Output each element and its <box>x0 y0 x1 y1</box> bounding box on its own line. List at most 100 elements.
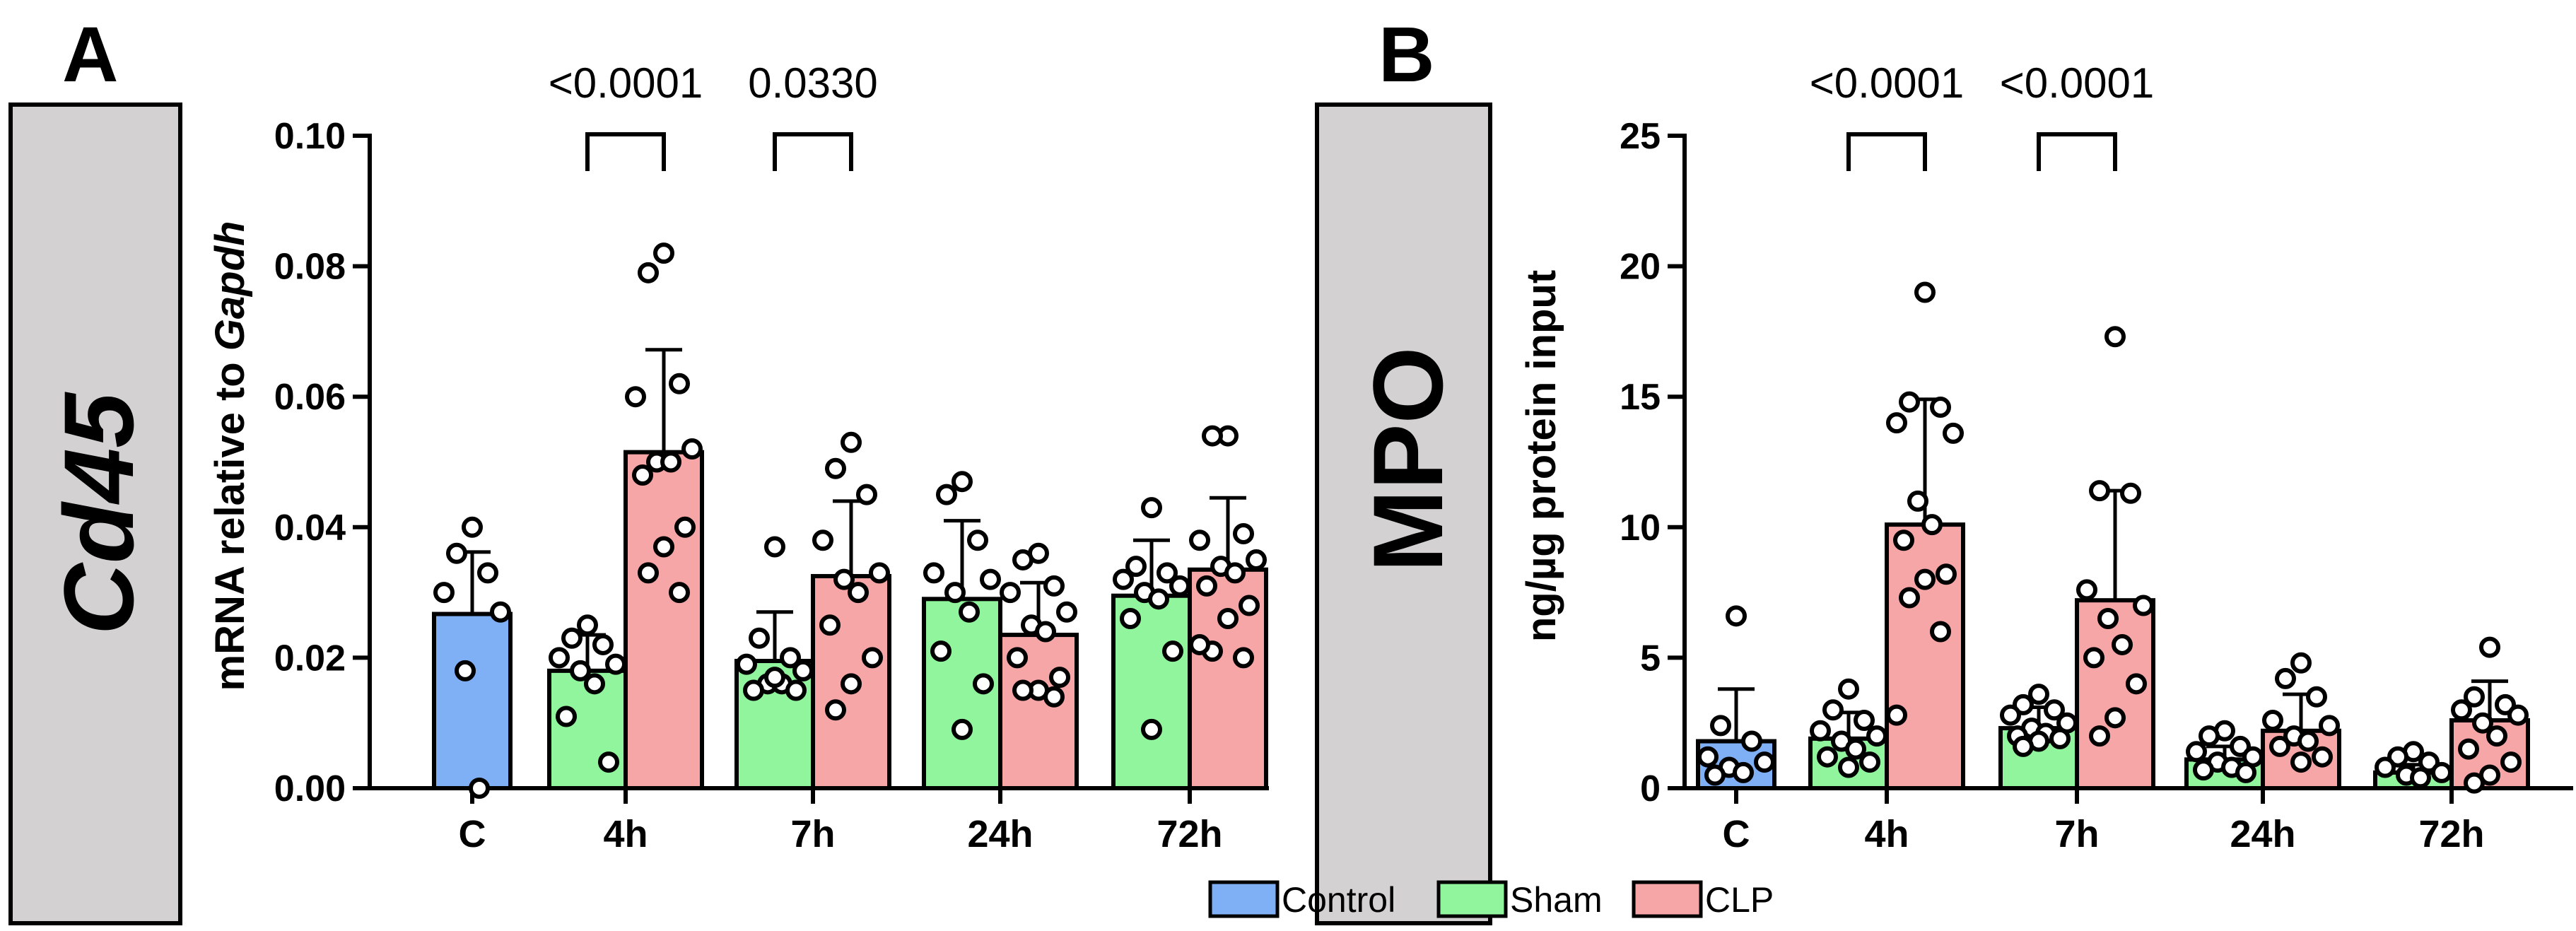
panel-b-data-point-clp <box>2112 633 2133 655</box>
panel-a-data-point-clp <box>625 386 646 408</box>
panel-a-comparison-bracket <box>585 132 666 171</box>
panel-a-data-point-clp <box>841 673 862 695</box>
panel-a-data-point-sham <box>944 582 966 604</box>
panel-a-data-point-sham <box>930 640 952 662</box>
panel-b-data-point-clp <box>2486 725 2507 747</box>
panel-a-x-tick-label: 24h <box>967 813 1033 855</box>
panel-a-comparison-bracket <box>773 132 853 171</box>
panel-b-data-point-sham <box>2431 761 2452 783</box>
panel-a-data-point-clp <box>681 438 703 460</box>
panel-a-data-point-sham <box>967 529 988 551</box>
panel-b-data-point-sham <box>2013 735 2034 757</box>
panel-a-data-point-sham <box>959 601 980 623</box>
panel-a-data-point-clp <box>1035 621 1056 643</box>
panel-a-data-point-clp <box>1233 523 1254 545</box>
panel-a-data-point-clp <box>1196 575 1217 597</box>
panel-a-data-point-clp <box>1012 549 1034 570</box>
panel-a-y-tick-label: 0.00 <box>274 768 346 809</box>
legend-item-clp: CLP <box>1632 880 1774 920</box>
panel-a-data-point-clp <box>841 431 862 453</box>
panel-b-data-point-clp <box>1914 281 1936 303</box>
panel-a-data-point-sham <box>561 627 582 649</box>
panel-a-bar-sham <box>922 597 1002 791</box>
panel-b-data-point-clp <box>1914 568 1936 590</box>
panel-b-data-point-clp <box>2464 772 2485 794</box>
panel-a-data-point-clp <box>669 582 690 604</box>
panel-a-data-point-sham <box>570 660 591 681</box>
panel-a-data-point-sham <box>605 653 626 675</box>
panel-a: A Cd45 mRNA relative to Gapdh 0.000.020.… <box>8 11 1269 925</box>
panel-b-data-point-clp <box>1943 422 1964 444</box>
panel-a-data-point-clp <box>1239 595 1260 616</box>
panel-b-data-point-clp <box>2089 725 2110 747</box>
panel-a-x-tick-label: 7h <box>790 813 835 855</box>
panel-b-data-point-sham <box>2375 756 2396 778</box>
panel-b-data-point-clp <box>2290 652 2312 674</box>
panel-b-data-point-clp <box>1930 396 1951 418</box>
panel-b-data-point-sham <box>2193 759 2214 781</box>
panel-a-y-tick-label: 0.02 <box>274 638 346 679</box>
panel-a-data-point-sham <box>1113 568 1134 590</box>
panel-a-data-point-sham <box>792 660 814 681</box>
panel-b-data-point-sham <box>2000 704 2021 726</box>
panel-b-data-point-clp <box>1921 514 1943 536</box>
panel-b-x-tick-label: 72h <box>2418 813 2484 855</box>
panel-a-data-point-clp <box>1043 575 1065 597</box>
panel-a-data-point-control <box>477 562 498 584</box>
panel-b-data-point-control <box>1697 746 1719 768</box>
panel-a-data-point-clp <box>1246 549 1267 570</box>
panel-a-data-point-clp <box>1012 679 1034 701</box>
panel-a-data-point-clp <box>674 516 696 538</box>
panel-b-data-point-clp <box>1936 563 1957 585</box>
panel-b-data-point-sham <box>2186 741 2207 763</box>
panel-a-data-point-sham <box>749 627 770 649</box>
panel-a-data-point-clp <box>862 647 883 669</box>
legend: Control Sham CLP <box>1208 880 1774 920</box>
panel-a-data-point-sham <box>952 718 973 740</box>
panel-a-data-point-sham <box>1125 556 1147 578</box>
panel-b-data-point-sham <box>2199 725 2220 747</box>
panel-a-data-point-clp <box>812 529 833 551</box>
panel-b-data-point-clp <box>2451 699 2472 721</box>
panel-a-data-point-clp <box>1189 529 1210 551</box>
panel-a-data-point-clp <box>1000 582 1021 604</box>
panel-a-data-point-sham <box>785 679 807 701</box>
panel-b-x-tick-label: 24h <box>2230 813 2295 855</box>
panel-b-data-point-clp <box>2458 738 2479 760</box>
panel-b-x-tick-label: C <box>1723 813 1750 855</box>
panel-a-data-point-clp <box>1217 608 1239 630</box>
panel-a-data-point-sham <box>1120 608 1141 630</box>
panel-a-data-point-clp <box>1224 562 1246 584</box>
panel-b-y-tick-label: 20 <box>1620 247 1661 288</box>
panel-b-data-point-clp <box>2104 326 2126 348</box>
panel-a-bar-control <box>432 611 513 791</box>
panel-b-data-point-sham <box>1817 746 1838 768</box>
legend-item-control: Control <box>1208 880 1395 920</box>
panel-a-y-tick-label: 0.10 <box>274 116 346 157</box>
panel-a-data-point-clp <box>660 451 681 473</box>
panel-a-bar-clp <box>623 450 704 791</box>
panel-b-data-point-clp <box>2120 482 2141 504</box>
panel-b-data-point-control <box>1726 605 1747 627</box>
panel-b-data-point-clp <box>2507 704 2529 726</box>
panel-b-data-point-clp <box>2126 673 2147 695</box>
panel-a-data-point-control <box>469 778 490 799</box>
panel-a-data-point-sham <box>743 679 764 701</box>
panel-b-data-point-sham <box>2049 727 2071 749</box>
panel-a-data-point-clp <box>638 562 659 584</box>
panel-b-y-axis-label: ng/µg protein input <box>1518 270 1564 642</box>
panel-a-data-point-clp <box>833 568 855 590</box>
panel-b-data-point-sham <box>1838 756 1859 778</box>
panel-b-data-point-control <box>1733 761 1754 783</box>
panel-b-data-point-clp <box>2083 647 2104 669</box>
panel-a-x-tick-label: C <box>459 813 486 855</box>
panel-a-y-tick-label: 0.08 <box>274 247 346 288</box>
panel-a-data-point-clp <box>653 242 674 264</box>
panel-b-plot: 0 5 10 15 20 25 C 4h 7h 24h 72h <0.0001 <0.0001 <box>1620 59 2573 855</box>
panel-b-data-point-clp <box>2312 746 2333 768</box>
panel-a-data-point-clp <box>632 464 653 486</box>
panel-a-data-point-sham <box>952 471 973 493</box>
panel-b-data-point-clp <box>2464 686 2485 708</box>
panel-a-data-point-sham <box>923 562 944 584</box>
panel-b-data-point-clp <box>1930 621 1951 643</box>
